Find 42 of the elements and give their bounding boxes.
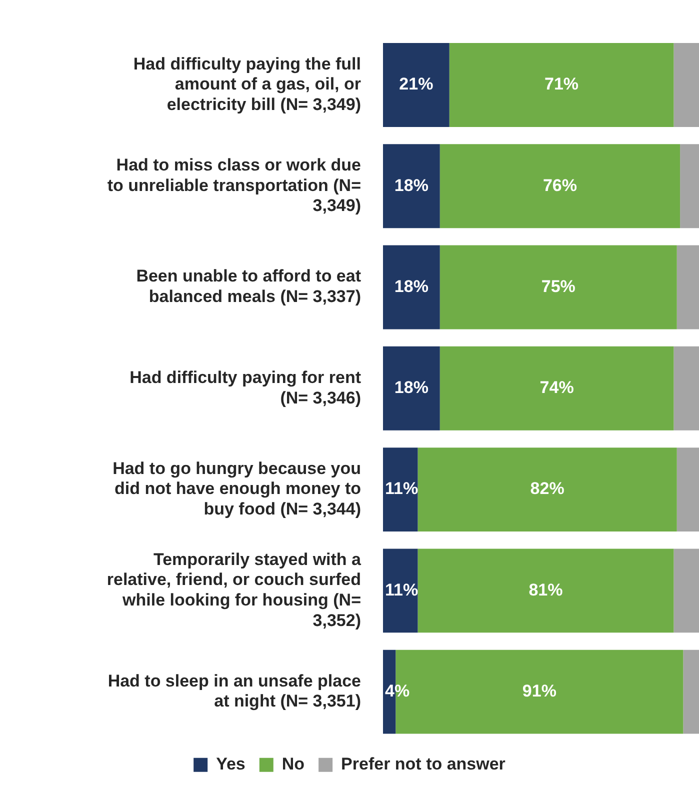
- bar: [683, 650, 699, 734]
- data-label: 21%: [399, 74, 434, 94]
- data-label: 91%: [522, 682, 556, 701]
- y-tick-label: Had difficulty paying for rent (N= 3,346): [130, 368, 362, 408]
- bar: [383, 448, 418, 532]
- bar: [383, 548, 418, 633]
- y-tick-label: Temporarily stayed with a relative, friend, or couch surfed while looking for housing (N= 3,352): [106, 550, 362, 630]
- data-label: 11%: [385, 479, 418, 498]
- bar: [383, 245, 440, 330]
- data-label: 74%: [540, 378, 574, 398]
- bar: [674, 42, 699, 127]
- data-label: 76%: [542, 176, 577, 195]
- bar: [676, 245, 699, 330]
- bar: [440, 346, 674, 430]
- data-label: 11%: [385, 580, 418, 600]
- bar: [418, 548, 674, 633]
- bar: [418, 448, 677, 532]
- legend-label: No: [282, 754, 305, 774]
- legend-label: Prefer not to answer: [341, 754, 506, 774]
- bar: [680, 144, 699, 228]
- data-label: 18%: [394, 276, 428, 296]
- y-tick-label: Been unable to afford to eat balanced meals (N= 3,337): [136, 266, 362, 306]
- bar: [383, 346, 440, 430]
- bar: [674, 548, 699, 633]
- bar: [383, 42, 450, 127]
- data-label: 81%: [528, 580, 563, 600]
- y-tick-label: Had to miss class or work due to unreliable transportation (N= 3,349): [107, 155, 362, 216]
- bar: [676, 448, 699, 532]
- data-label: 71%: [544, 74, 579, 94]
- data-label: 18%: [394, 176, 428, 195]
- y-tick-label: Had difficulty paying the full amount of a gas, oil, or electricity bill (N= 3,349): [133, 54, 362, 114]
- bar: [383, 144, 440, 228]
- data-label: 75%: [541, 276, 576, 296]
- y-tick-label: Had to sleep in an unsafe place at night (N= 3,351): [108, 671, 361, 711]
- data-label: 18%: [394, 378, 428, 398]
- bar: [440, 144, 680, 228]
- bar: [449, 42, 674, 127]
- bar: [440, 245, 677, 330]
- data-label: 82%: [530, 479, 564, 498]
- y-tick-label: Had to go hungry because you did not have enough money to buy food (N= 3,344): [112, 458, 361, 519]
- bar: [674, 346, 699, 430]
- legend-label: Yes: [216, 754, 246, 774]
